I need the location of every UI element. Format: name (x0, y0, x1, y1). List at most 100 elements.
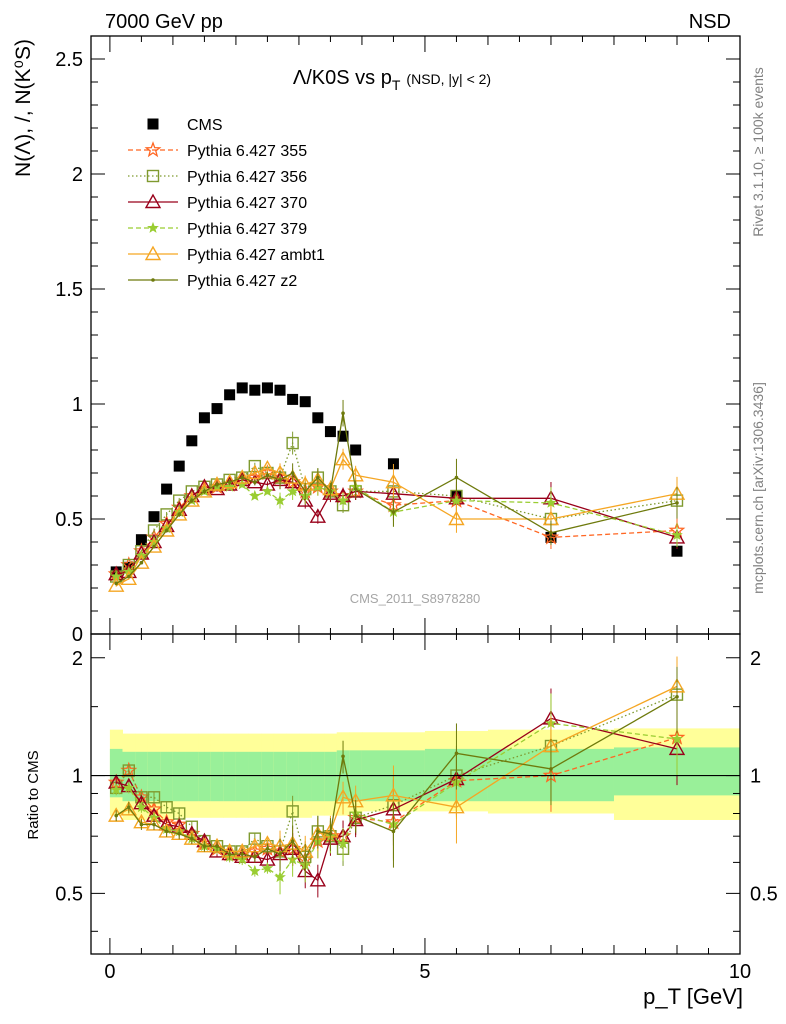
legend-label: Pythia 6.427 379 (187, 221, 307, 238)
main-point-cms (224, 389, 236, 401)
ratio-stat-band-segment (198, 751, 212, 802)
ratio-line-pythia-6-427-z2 (115, 696, 678, 861)
main-point-pythia-6-427-ambt1 (334, 450, 352, 466)
main-point-pythia-6-427-z2 (328, 489, 333, 494)
main-point-cms (161, 483, 173, 495)
ratio-point-pythia-6-427-379 (110, 783, 123, 795)
ratio-point-pythia-6-427-z2 (454, 751, 459, 756)
ratio-point-pythia-6-427-z2 (391, 829, 396, 834)
main-point-cms (236, 382, 248, 394)
main-point-pythia-6-427-370 (221, 476, 238, 491)
legend-label: Pythia 6.427 ambt1 (187, 247, 325, 264)
header-left-label: 7000 GeV pp (105, 11, 223, 33)
ratio-point-pythia-6-427-ambt1 (334, 788, 352, 804)
ratio-point-pythia-6-427-356 (147, 791, 161, 804)
main-point-cms (324, 426, 336, 438)
main-point-pythia-6-427-ambt1 (284, 469, 301, 484)
ratio-series-5 (114, 666, 679, 877)
ratio-point-pythia-6-427-z2 (253, 855, 257, 859)
main-point-pythia-6-427-379 (286, 485, 299, 497)
main-point-pythia-6-427-z2 (278, 478, 282, 482)
main-point-pythia-6-427-379 (450, 494, 463, 506)
ratio-point-pythia-6-427-379 (261, 862, 274, 874)
main-point-cms (186, 435, 198, 447)
main-point-pythia-6-427-z2 (391, 510, 396, 514)
legend-marker (147, 118, 159, 130)
main-point-pythia-6-427-379 (545, 496, 557, 508)
main-point-cms (211, 403, 223, 415)
legend-marker (146, 169, 160, 183)
ratio-stat-band-segment (261, 751, 275, 802)
main-point-pythia-6-427-ambt1 (234, 469, 251, 484)
ratio-ytick-label-right: 1 (750, 766, 761, 788)
ratio-point-pythia-6-427-z2 (127, 805, 131, 810)
plot-title-main: Λ/K0S vs p (293, 67, 392, 89)
main-point-pythia-6-427-370 (133, 545, 150, 560)
legend: CMS Pythia 6.427 355 Pythia 6.427 356 Pythi… (128, 117, 325, 290)
ratio-xtick-label: 10 (729, 961, 751, 983)
ratio-point-pythia-6-427-z2 (240, 852, 245, 856)
main-point-pythia-6-427-z2 (202, 489, 207, 494)
main-line-pythia-6-427-379 (115, 483, 678, 578)
ratio-point-pythia-6-427-z2 (190, 836, 194, 841)
main-series-5 (108, 448, 686, 592)
main-point-cms (148, 511, 160, 523)
main-point-cms (173, 460, 185, 472)
main-point-pythia-6-427-379 (223, 480, 236, 492)
ratio-series-group (107, 656, 686, 898)
ratio-point-pythia-6-427-z2 (139, 822, 144, 827)
plot-title-extra: (NSD, |y| < 2) (406, 71, 491, 87)
ratio-point-pythia-6-427-370 (309, 871, 327, 887)
legend-marker (144, 141, 162, 158)
legend-label: CMS (187, 117, 223, 134)
main-point-pythia-6-427-z2 (675, 501, 679, 505)
ratio-stat-band-segment (298, 751, 313, 802)
xlabel: p_T [GeV] (643, 984, 743, 1009)
main-series-group (107, 382, 686, 592)
main-point-pythia-6-427-z2 (152, 544, 156, 549)
ratio-ytick-label-right: 2 (750, 648, 761, 670)
ratio-point-pythia-6-427-z2 (290, 839, 295, 843)
ratio-point-pythia-6-427-z2 (316, 829, 320, 834)
ratio-point-pythia-6-427-z2 (152, 822, 156, 827)
legend-entry: Pythia 6.427 ambt1 (128, 245, 325, 264)
main-point-cms (671, 545, 683, 557)
ratio-point-pythia-6-427-356 (160, 801, 173, 814)
analysis-watermark: CMS_2011_S8978280 (350, 591, 481, 606)
main-point-pythia-6-427-379 (148, 535, 160, 547)
ratio-bands (109, 728, 740, 820)
main-point-pythia-6-427-ambt1 (448, 510, 465, 526)
main-point-pythia-6-427-379 (274, 494, 286, 506)
ratio-point-pythia-6-427-379 (135, 801, 148, 813)
legend-label: Pythia 6.427 356 (187, 169, 307, 186)
ratio-point-pythia-6-427-356 (286, 805, 299, 818)
main-point-pythia-6-427-ambt1 (133, 554, 150, 569)
main-point-cms (287, 393, 299, 405)
ratio-point-pythia-6-427-z2 (303, 857, 308, 862)
legend-entry: Pythia 6.427 356 (128, 169, 307, 186)
ratio-point-pythia-6-427-379 (274, 871, 286, 883)
rivet-version-label: Rivet 3.1.10, ≥ 100k events (750, 67, 766, 237)
main-point-pythia-6-427-ambt1 (246, 464, 264, 480)
main-point-cms (198, 412, 210, 424)
main-ytick-label: 1 (72, 394, 83, 416)
main-point-pythia-6-427-379 (337, 494, 349, 506)
header-right-label: NSD (689, 11, 731, 33)
main-point-pythia-6-427-z2 (341, 411, 345, 416)
ratio-ytick-label: 1 (72, 766, 83, 788)
main-point-pythia-6-427-370 (297, 492, 314, 507)
main-series-6 (114, 399, 679, 586)
main-point-pythia-6-427-z2 (253, 480, 257, 485)
main-point-pythia-6-427-379 (261, 485, 274, 497)
ratio-stat-band-segment (248, 751, 262, 802)
main-point-cms (274, 384, 286, 396)
ratio-ytick-label: 2 (72, 648, 83, 670)
ratio-point-pythia-6-427-ambt1 (448, 798, 465, 814)
ratio-stat-band-segment (135, 751, 149, 802)
ratio-point-pythia-6-427-379 (249, 864, 261, 877)
main-point-pythia-6-427-ambt1 (196, 482, 213, 498)
ratio-point-pythia-6-427-z2 (278, 852, 282, 856)
ratio-point-pythia-6-427-z2 (341, 754, 345, 759)
main-point-pythia-6-427-z2 (190, 498, 194, 503)
main-point-pythia-6-427-z2 (290, 471, 295, 475)
